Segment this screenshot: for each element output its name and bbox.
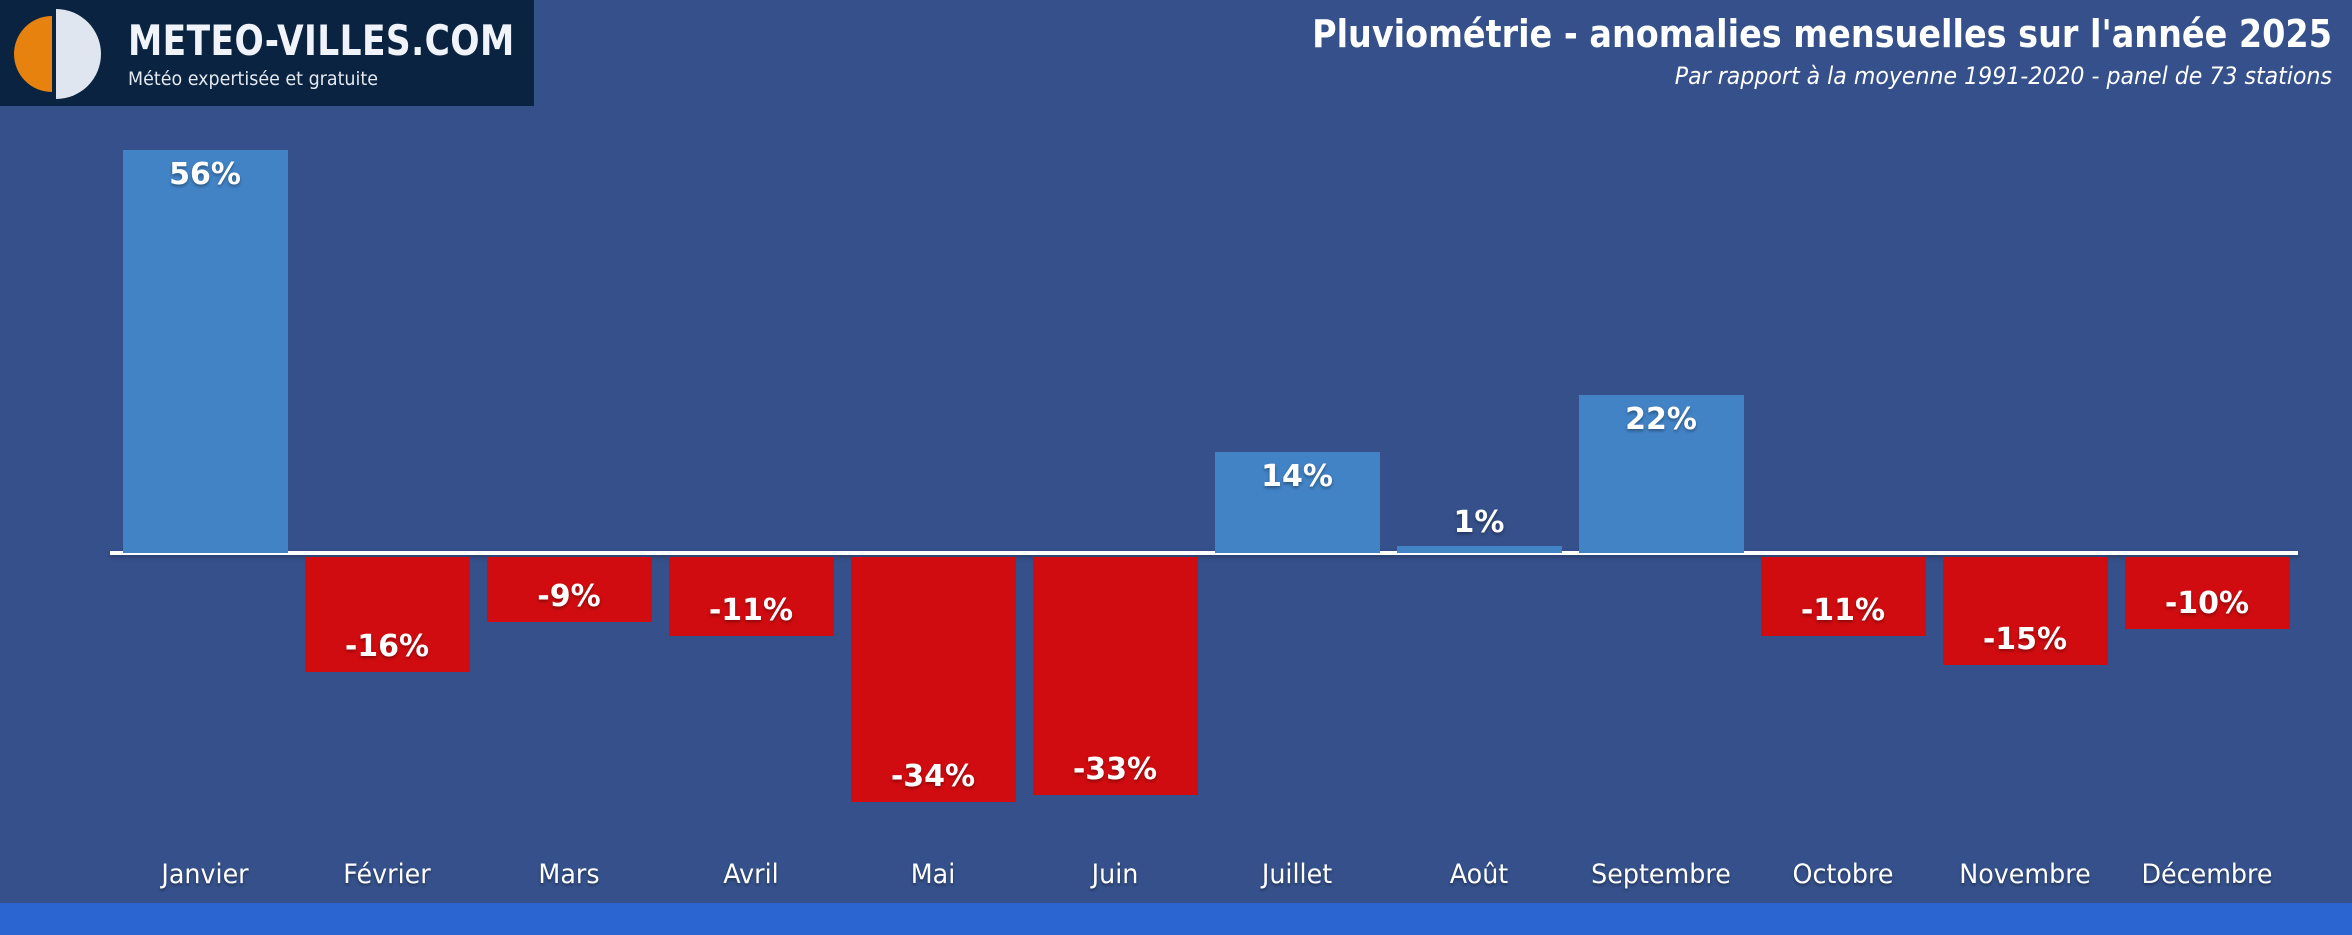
bar-novembre: [1942, 557, 2108, 665]
bar-fevrier: [304, 557, 470, 672]
logo-text-block: METEO-VILLES.COM Météo expertisée et gra…: [110, 16, 600, 90]
value-label-fevrier: -16%: [344, 629, 430, 664]
month-label-avril: Avril: [723, 859, 779, 890]
month-label-decembre: Décembre: [2141, 859, 2273, 890]
value-label-mars: -9%: [537, 579, 601, 614]
footer-strip: [0, 903, 2352, 935]
meteo-villes-logo: METEO-VILLES.COM Météo expertisée et gra…: [0, 0, 534, 106]
value-label-juillet: 14%: [1261, 459, 1333, 494]
month-label-juillet: Juillet: [1261, 859, 1333, 890]
bar-octobre: [1760, 557, 1926, 636]
month-label-novembre: Novembre: [1959, 859, 2091, 890]
chart-title: Pluviométrie - anomalies mensuelles sur …: [1312, 12, 2332, 56]
value-label-novembre: -15%: [1982, 622, 2068, 657]
value-label-mai: -34%: [890, 759, 976, 794]
title-block: Pluviométrie - anomalies mensuelles sur …: [1173, 12, 2332, 90]
zero-axis-line: [110, 551, 2298, 555]
bar-avril: [668, 557, 834, 636]
bar-juin: [1032, 557, 1198, 795]
bar-mai: [850, 557, 1016, 802]
month-label-octobre: Octobre: [1792, 859, 1894, 890]
brand-tagline: Météo expertisée et gratuite: [128, 68, 378, 90]
bar-aout: [1396, 546, 1562, 553]
bar-janvier: [122, 150, 288, 553]
month-label-juin: Juin: [1091, 859, 1139, 890]
chart-subtitle: Par rapport à la moyenne 1991-2020 - pan…: [1674, 62, 2332, 90]
month-label-aout: Août: [1449, 859, 1509, 890]
value-label-octobre: -11%: [1800, 593, 1886, 628]
month-label-septembre: Septembre: [1591, 859, 1731, 890]
value-label-septembre: 22%: [1625, 402, 1697, 437]
bar-juillet: [1214, 452, 1380, 553]
bar-mars: [486, 557, 652, 622]
month-label-mai: Mai: [910, 859, 956, 890]
brand-name: METEO-VILLES.COM: [128, 16, 515, 65]
bar-septembre: [1578, 395, 1744, 553]
value-label-decembre: -10%: [2164, 586, 2250, 621]
half-moon-sun-icon: [0, 0, 110, 106]
value-label-janvier: 56%: [169, 157, 241, 192]
month-label-mars: Mars: [538, 859, 600, 890]
value-label-aout: 1%: [1453, 505, 1505, 540]
month-label-janvier: Janvier: [161, 859, 249, 890]
value-label-avril: -11%: [708, 593, 794, 628]
value-label-juin: -33%: [1072, 752, 1158, 787]
bar-decembre: [2124, 557, 2290, 629]
month-label-fevrier: Février: [343, 859, 431, 890]
